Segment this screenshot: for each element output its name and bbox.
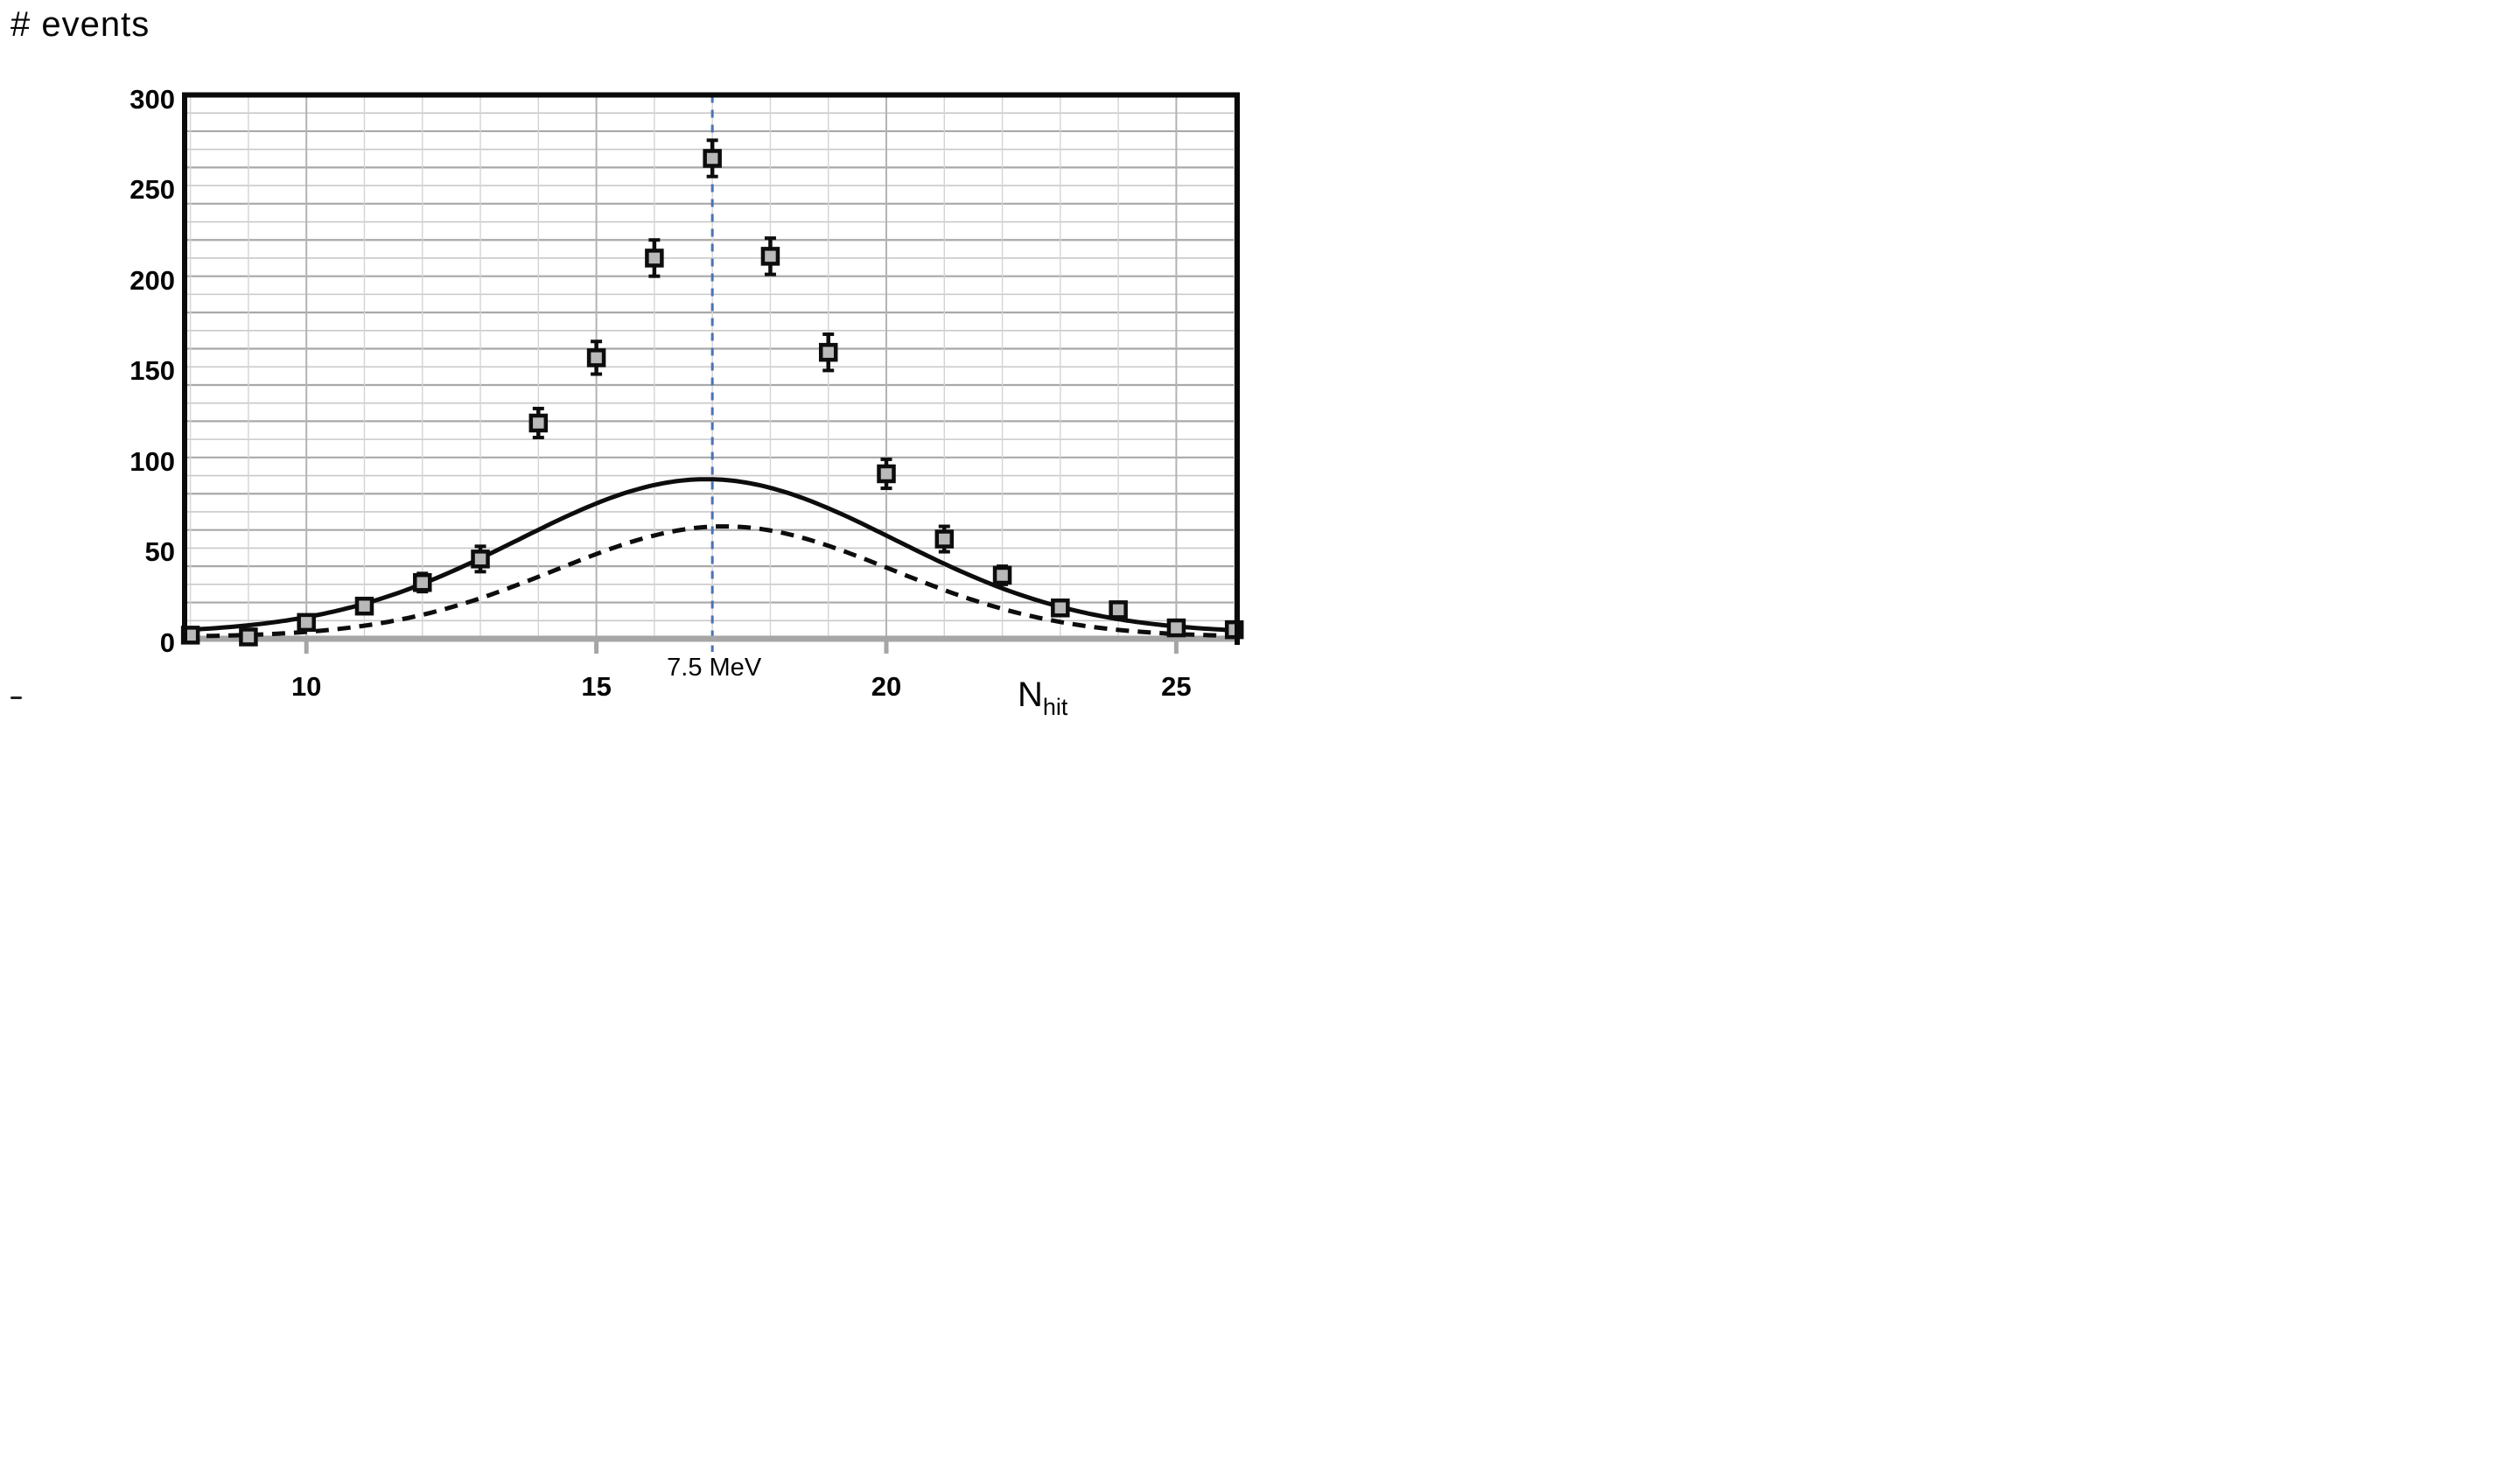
data-point	[760, 247, 780, 266]
data-point	[877, 464, 896, 484]
data-point	[1109, 600, 1128, 620]
y-tick-label: 100	[129, 445, 175, 477]
annotation-label: 7.5 MeV	[667, 654, 762, 682]
data-point	[1051, 598, 1070, 618]
y-tick-label: 50	[144, 536, 175, 568]
data-point	[934, 529, 955, 549]
stray-dash-mark	[10, 696, 22, 699]
y-tick-label: 0	[159, 627, 175, 658]
data-point	[471, 550, 490, 569]
data-point	[354, 596, 374, 616]
data-point	[1166, 618, 1186, 638]
data-point	[413, 573, 432, 592]
x-tick-label: 10	[290, 671, 322, 702]
data-point	[528, 413, 549, 433]
data-point	[239, 627, 258, 647]
y-tick-label: 250	[129, 174, 175, 206]
y-tick-label: 200	[129, 264, 175, 296]
data-point	[703, 149, 722, 168]
data-point	[645, 248, 664, 268]
data-point	[586, 348, 606, 368]
y-tick-label: 150	[129, 355, 175, 387]
chart-page: # events 0 50 100 150 200 250 300 10 15 20 25 7.5 …	[0, 0, 1260, 742]
chart-title: # events	[10, 5, 150, 44]
x-axis-title-main: N	[1018, 676, 1043, 714]
x-tick-label: 25	[1161, 671, 1192, 702]
x-tick-label: 20	[871, 671, 902, 702]
dashed-fit-curve	[184, 524, 1234, 639]
data-point	[297, 612, 316, 633]
plot-canvas	[180, 92, 1244, 654]
data-point	[992, 565, 1012, 585]
solid-fit-curve	[184, 477, 1234, 633]
data-point	[818, 342, 838, 362]
x-axis-title-subscript: hit	[1042, 694, 1068, 720]
y-tick-label: 300	[129, 83, 175, 115]
x-tick-label: 15	[581, 671, 612, 702]
x-axis-title: Nhit	[1018, 676, 1067, 721]
